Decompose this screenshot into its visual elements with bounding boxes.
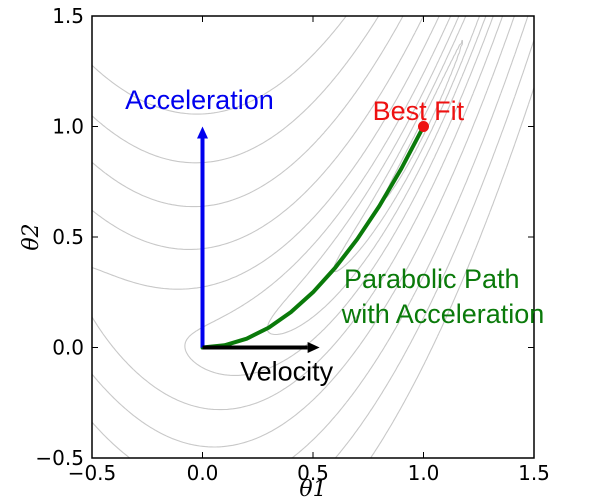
x-tick-label-4: 1.5 — [518, 461, 550, 485]
contour-level-6 — [92, 16, 529, 458]
x-tick-label-3: 1.0 — [408, 461, 440, 485]
data-point-0 — [418, 121, 429, 132]
annotation-2: Parabolic Path — [344, 264, 520, 294]
annotation-0: Acceleration — [125, 85, 274, 115]
x-tick-label-1: 0.0 — [187, 461, 219, 485]
annotation-4: Velocity — [240, 357, 334, 387]
x-tick-label-2: 0.5 — [297, 461, 329, 485]
y-tick-label-4: 1.5 — [52, 4, 84, 28]
annotation-layer: Acceleration Best Fit Parabolic Path with A… — [125, 85, 544, 387]
series-layer — [200, 124, 426, 350]
contour-level-7 — [92, 16, 534, 458]
point-layer — [418, 121, 429, 132]
annotation-3: with Acceleration — [341, 299, 545, 329]
x-tick-label-0: −0.5 — [68, 461, 117, 485]
contour-level-3 — [184, 16, 494, 376]
y-axis-label: θ2 — [19, 223, 44, 250]
contour-lines — [92, 16, 534, 458]
x-axis-label: θ1 — [299, 477, 326, 502]
contour-level-1 — [333, 16, 480, 273]
series-line-0 — [200, 124, 426, 350]
contour-level-2 — [266, 16, 487, 336]
arrow-head-0 — [197, 126, 208, 139]
arrow-layer — [197, 126, 320, 353]
y-tick-label-0: −0.5 — [35, 446, 84, 470]
contour-level-4 — [92, 16, 504, 411]
annotation-1: Best Fit — [373, 96, 465, 126]
tick-layer: −0.5 0.0 0.5 1.0 1.5 −0.5 0.0 0.5 1.0 1.5 — [35, 4, 549, 485]
arrow-head-1 — [307, 342, 320, 353]
contour-level-5 — [92, 16, 515, 448]
y-tick-label-1: 0.0 — [52, 336, 84, 360]
y-tick-label-3: 1.0 — [52, 115, 84, 139]
y-tick-label-2: 0.5 — [52, 225, 84, 249]
